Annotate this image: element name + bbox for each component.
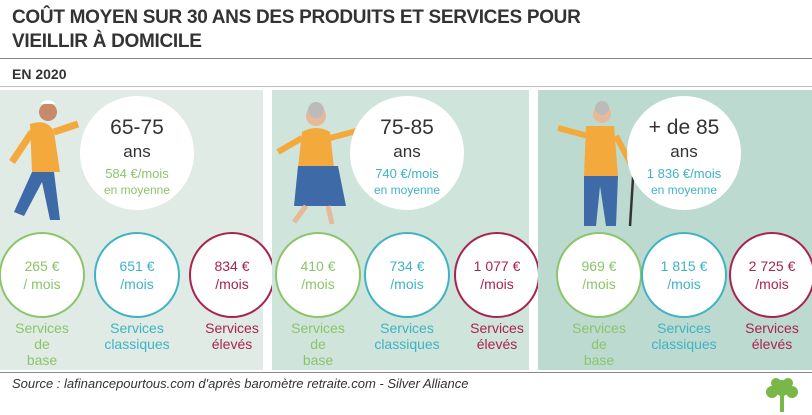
cost-unit: /mois bbox=[301, 276, 335, 292]
age: 75-85 bbox=[380, 116, 434, 139]
cost-label: Services de base bbox=[572, 320, 626, 368]
title-rule bbox=[0, 58, 812, 59]
cost-circle bbox=[275, 232, 361, 318]
cost-unit: /mois bbox=[667, 276, 701, 292]
big-circle bbox=[80, 96, 194, 210]
cost-circle bbox=[641, 232, 727, 318]
cost-label: Services élevés bbox=[205, 320, 259, 352]
cost-circle bbox=[364, 232, 450, 318]
cost-unit: /mois bbox=[215, 276, 249, 292]
average: 584 €/mois bbox=[105, 166, 169, 181]
cost-circle bbox=[454, 232, 540, 318]
cost-label: Services classiques bbox=[651, 320, 717, 352]
cost-amount: 265 € bbox=[24, 258, 60, 274]
cost-label: Services de base bbox=[15, 320, 69, 368]
average-note: en moyenne bbox=[373, 183, 441, 197]
cost-amount: 651 € bbox=[119, 258, 155, 274]
cost-unit: / mois bbox=[23, 276, 61, 292]
logo bbox=[766, 378, 798, 412]
age-unit: ans bbox=[670, 142, 698, 161]
subtitle: EN 2020 bbox=[12, 66, 67, 82]
source: Source : lafinancepourtous.com d'après b… bbox=[12, 376, 469, 391]
cost-unit: /mois bbox=[390, 276, 424, 292]
cost-unit: /mois bbox=[582, 276, 616, 292]
cost-amount: 1 077 € bbox=[473, 258, 521, 274]
cost-circle bbox=[0, 232, 85, 318]
cost-label: Services de base bbox=[291, 320, 345, 368]
subtitle-rule bbox=[0, 86, 812, 87]
big-circle bbox=[627, 96, 741, 210]
average-note: en moyenne bbox=[103, 183, 171, 197]
cost-circle bbox=[94, 232, 180, 318]
cost-amount: 410 € bbox=[300, 258, 336, 274]
cost-label: Services classiques bbox=[374, 320, 440, 352]
cost-label: Services élevés bbox=[745, 320, 799, 352]
cost-unit: /mois bbox=[755, 276, 789, 292]
big-circle bbox=[350, 96, 464, 210]
age-unit: ans bbox=[123, 142, 151, 161]
age: + de 85 bbox=[648, 116, 720, 139]
cost-unit: /mois bbox=[120, 276, 154, 292]
cost-circle bbox=[556, 232, 642, 318]
cost-amount: 834 € bbox=[214, 258, 250, 274]
average-note: en moyenne bbox=[650, 183, 718, 197]
average: 1 836 €/mois bbox=[646, 166, 722, 181]
cost-amount: 1 815 € bbox=[660, 258, 708, 274]
cost-unit: /mois bbox=[480, 276, 514, 292]
figure bbox=[276, 102, 361, 225]
source-rule bbox=[0, 372, 812, 373]
cost-amount: 2 725 € bbox=[748, 258, 796, 274]
figure bbox=[9, 100, 80, 220]
cost-amount: 734 € bbox=[389, 258, 425, 274]
cost-circle bbox=[729, 232, 812, 318]
cost-label: Services élevés bbox=[470, 320, 524, 352]
age-unit: ans bbox=[393, 142, 421, 161]
figure bbox=[557, 101, 636, 227]
cost-amount: 969 € bbox=[581, 258, 617, 274]
age: 65-75 bbox=[110, 116, 164, 139]
title: COÛT MOYEN SUR 30 ANS DES PRODUITS ET SE… bbox=[12, 7, 581, 52]
cost-circle bbox=[189, 232, 275, 318]
cost-label: Services classiques bbox=[104, 320, 170, 352]
average: 740 €/mois bbox=[375, 166, 439, 181]
